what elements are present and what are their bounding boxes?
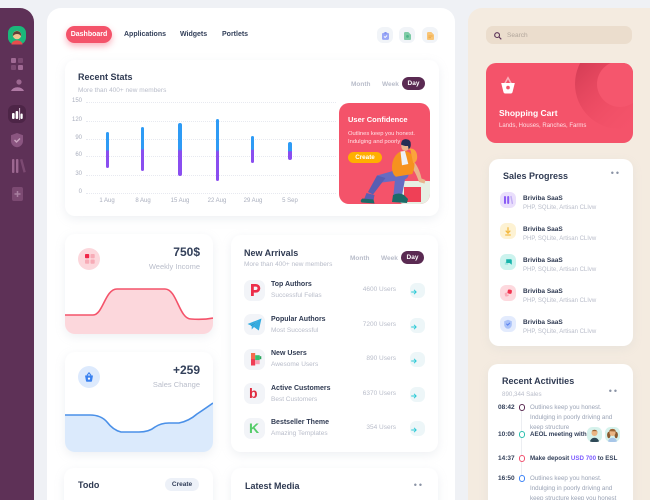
svg-text:K: K xyxy=(249,421,259,435)
svg-text:b: b xyxy=(249,386,258,400)
